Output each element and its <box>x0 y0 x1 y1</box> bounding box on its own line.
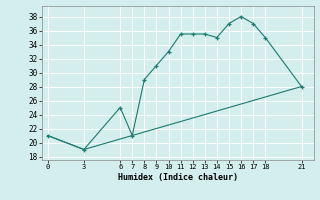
X-axis label: Humidex (Indice chaleur): Humidex (Indice chaleur) <box>118 173 237 182</box>
